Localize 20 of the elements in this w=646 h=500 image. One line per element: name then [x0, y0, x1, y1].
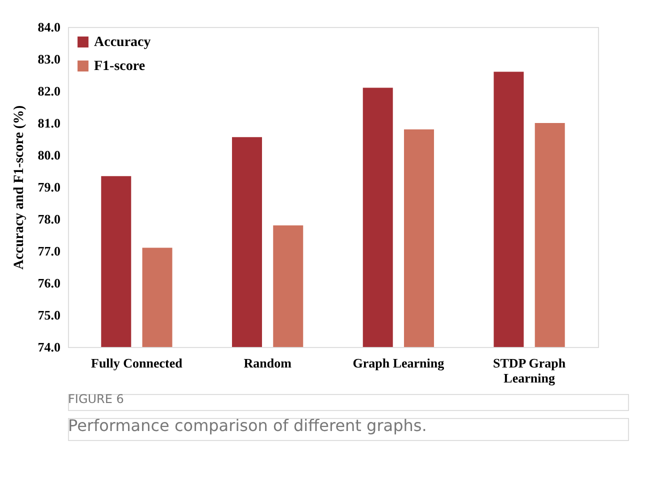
caption: FIGURE 6	[68, 392, 124, 406]
x-tick-label: Random	[244, 356, 292, 370]
y-tick-label: 81.0	[38, 116, 60, 130]
y-tick-label: 80.0	[38, 148, 60, 162]
y-tick-label: 79.0	[38, 180, 60, 194]
x-tick-label: Fully Connected	[91, 356, 184, 370]
text: Performance comparison of different graphs.	[68, 416, 427, 435]
y-tick-label: 74.0	[38, 340, 60, 354]
y-tick-label: 77.0	[38, 244, 60, 258]
y-tick-label: 76.0	[38, 276, 60, 290]
x-tick-label: STDP Graph Learning	[492, 356, 566, 386]
legend-label: Accuracy	[94, 35, 151, 50]
y-tick-label: 82.0	[38, 84, 60, 98]
y-axis-title: Accuracy and F1-score (%)	[12, 105, 27, 270]
y-tick-label: 83.0	[38, 52, 60, 66]
y-tick-label: 78.0	[38, 212, 60, 226]
legend-label: F1-score	[94, 59, 146, 74]
x-tick-label: Graph Learning	[352, 356, 445, 370]
y-tick-label: 84.0	[38, 20, 60, 34]
y-tick-label: 75.0	[38, 308, 60, 322]
